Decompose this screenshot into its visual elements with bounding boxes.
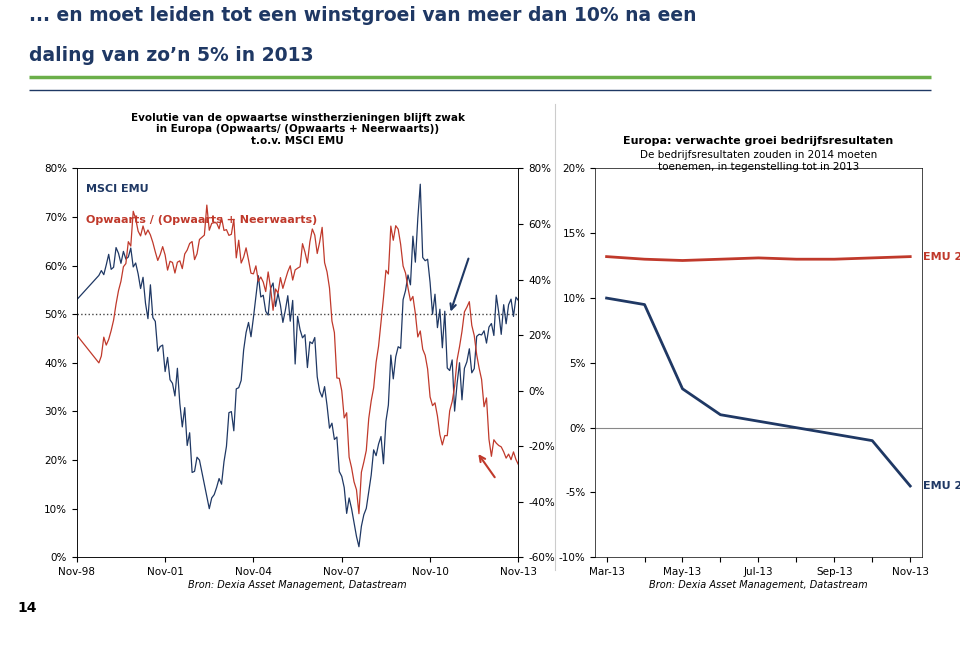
Text: EMU 2014e: EMU 2014e <box>924 251 960 262</box>
Text: ... en moet leiden tot een winstgroei van meer dan 10% na een: ... en moet leiden tot een winstgroei va… <box>29 6 696 25</box>
Text: EMU 2013e: EMU 2013e <box>924 481 960 491</box>
Text: Bron: Dexia Asset Management, Datastream: Bron: Dexia Asset Management, Datastream <box>649 580 868 590</box>
Text: De bedrijfsresultaten zouden in 2014 moeten
toenemen, in tegenstelling tot in 20: De bedrijfsresultaten zouden in 2014 moe… <box>639 150 877 172</box>
Text: Evolutie van de opwaartse winstherzieningen blijft zwak
in Europa (Opwaarts/ (Op: Evolutie van de opwaartse winstherzienin… <box>131 113 465 146</box>
Text: MSCI EMU: MSCI EMU <box>85 184 148 194</box>
Text: daling van zo’n 5% in 2013: daling van zo’n 5% in 2013 <box>29 46 313 65</box>
Text: Opwaarts / (Opwaarts + Neerwaarts): Opwaarts / (Opwaarts + Neerwaarts) <box>85 215 317 225</box>
Text: Europa: verwachte groei bedrijfsresultaten: Europa: verwachte groei bedrijfsresultat… <box>623 136 894 146</box>
Text: Bron: Dexia Asset Management, Datastream: Bron: Dexia Asset Management, Datastream <box>188 580 407 590</box>
Text: 14: 14 <box>17 601 36 616</box>
